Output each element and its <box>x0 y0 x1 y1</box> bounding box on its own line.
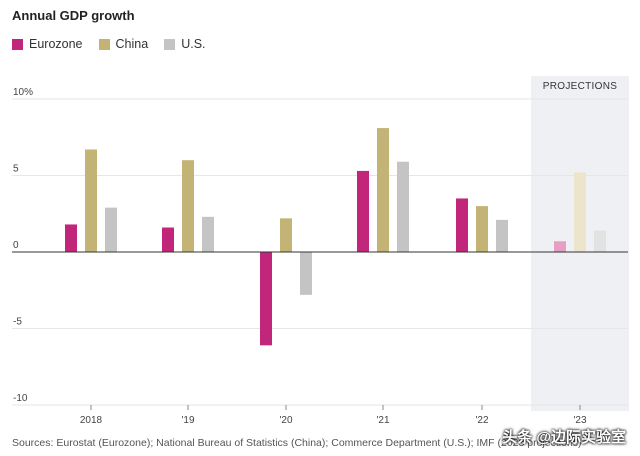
legend-label-us: U.S. <box>181 37 206 51</box>
bar-china-2 <box>280 218 292 252</box>
legend-swatch-us <box>164 38 176 50</box>
y-tick-label: 5 <box>13 164 19 175</box>
bar-eurozone-2 <box>260 252 272 346</box>
y-tick-label: -10 <box>13 393 28 404</box>
x-tick-label: '20 <box>279 415 292 426</box>
source-note: Sources: Eurostat (Eurozone); National B… <box>12 437 582 449</box>
legend-swatch-eurozone <box>12 38 23 50</box>
bar-eurozone-4 <box>456 198 468 252</box>
legend-item-eurozone: Eurozone <box>12 37 83 51</box>
bar-us-0 <box>105 207 117 252</box>
bar-china-4 <box>476 206 488 252</box>
bar-eurozone-0 <box>65 224 77 252</box>
x-tick-label: '23 <box>573 415 586 426</box>
x-tick-label: '19 <box>181 415 194 426</box>
x-tick-label: 2018 <box>80 415 103 426</box>
bar-us-4 <box>496 219 508 252</box>
chart-title: Annual GDP growth <box>12 8 135 23</box>
legend-label-eurozone: Eurozone <box>29 37 83 51</box>
bar-us-5 <box>594 230 606 252</box>
bar-eurozone-1 <box>162 227 174 252</box>
legend: Eurozone China U.S. <box>12 37 222 51</box>
y-tick-label: 0 <box>13 240 19 251</box>
bar-china-0 <box>85 149 97 252</box>
bar-eurozone-3 <box>357 170 369 252</box>
x-tick-label: '21 <box>376 415 389 426</box>
legend-item-china: China <box>98 37 149 51</box>
y-axis-labels: 10% 5 0 -5 -10 <box>13 87 33 404</box>
y-tick-label: 10% <box>13 87 33 98</box>
legend-swatch-china <box>98 38 110 50</box>
bar-china-1 <box>182 160 194 252</box>
bar-us-3 <box>397 161 409 252</box>
legend-label-china: China <box>115 37 149 51</box>
y-tick-label: -5 <box>13 317 22 328</box>
projection-label: PROJECTIONS <box>543 81 617 92</box>
legend-item-us: U.S. <box>164 37 206 51</box>
x-tick-label: '22 <box>475 415 488 426</box>
bars <box>65 128 606 346</box>
watermark: 头条 @边际实验室 <box>502 429 626 446</box>
x-axis-ticks: 2018 '19 '20 '21 '22 '23 <box>80 405 587 426</box>
bar-us-2 <box>300 252 312 295</box>
bar-china-5 <box>574 172 586 252</box>
bar-eurozone-5 <box>554 241 566 252</box>
bar-china-3 <box>377 128 389 252</box>
gridlines <box>12 98 628 406</box>
bar-us-1 <box>202 216 214 252</box>
